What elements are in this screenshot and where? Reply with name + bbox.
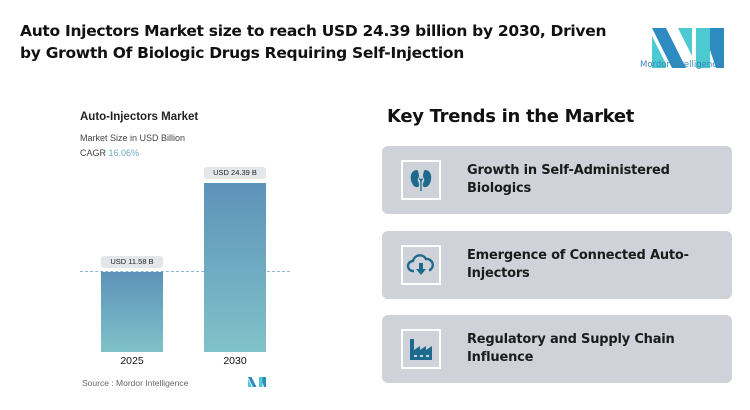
kidneys-icon — [401, 160, 441, 200]
trends-title: Key Trends in the Market — [387, 106, 635, 127]
bar-2030 — [204, 183, 266, 352]
data-label: USD 11.58 B — [101, 255, 163, 268]
chart-subtitle: Market Size in USD Billion — [80, 133, 186, 143]
trend-card: Growth in Self-Administered Biologics — [382, 146, 732, 214]
chart-title: Auto-Injectors Market — [80, 111, 199, 123]
chart-cagr: CAGR 16.06% — [80, 148, 139, 158]
mini-logo-icon — [248, 377, 266, 387]
x-tick-label: 2025 — [120, 355, 144, 367]
logo-text: Mordor Intelligence — [640, 60, 723, 70]
trend-label: Emergence of Connected Auto-Injectors — [467, 248, 689, 281]
page-title: Auto Injectors Market size to reach USD … — [20, 22, 607, 62]
mordor-logo — [652, 28, 724, 68]
trend-card: Regulatory and Supply Chain Influence — [382, 315, 732, 383]
cagr-label: CAGR — [80, 148, 107, 158]
trend-card: Emergence of Connected Auto-Injectors — [382, 231, 732, 299]
cagr-value: 16.06% — [108, 148, 140, 158]
bar-2025 — [101, 271, 163, 352]
trend-label: Regulatory and Supply Chain Influence — [467, 332, 675, 365]
cloud-download-icon — [401, 245, 441, 285]
x-tick-label: 2030 — [223, 355, 247, 367]
data-label: USD 24.39 B — [204, 167, 266, 179]
factory-icon — [401, 329, 441, 369]
trend-label: Growth in Self-Administered Biologics — [467, 163, 670, 196]
chart-source: Source : Mordor Intelligence — [82, 378, 189, 388]
reference-line — [80, 271, 290, 272]
